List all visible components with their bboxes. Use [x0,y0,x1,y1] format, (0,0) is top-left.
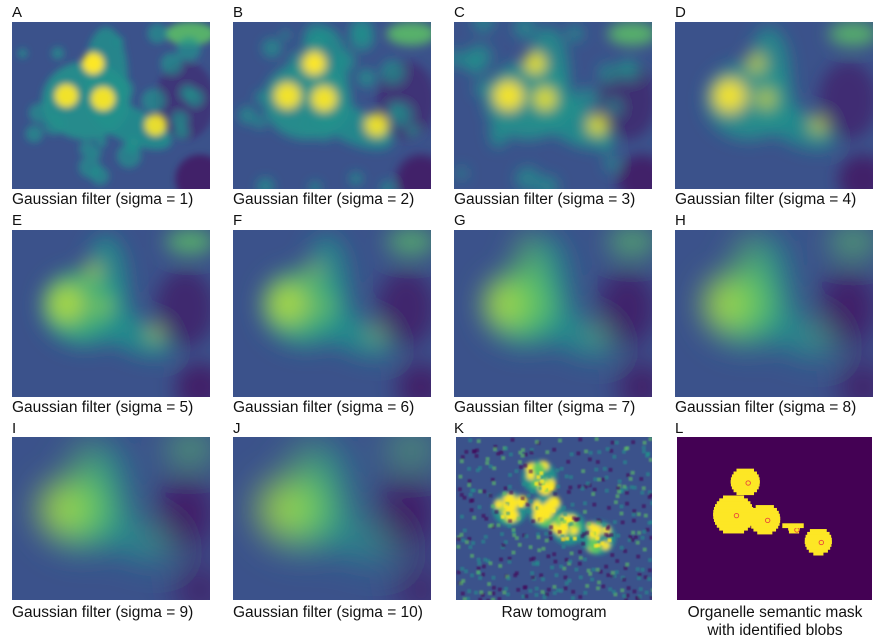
semantic-mask-image [677,437,872,600]
gaussian-image-sigma-9 [12,437,210,600]
panel-letter: G [454,212,466,229]
panel-letter: I [12,420,17,437]
panel-caption-line-1: Organelle semantic mask [687,604,863,621]
gaussian-image-sigma-3 [454,22,652,189]
gaussian-image-sigma-6 [233,230,431,397]
panel-caption: Gaussian filter (sigma = 5) [12,399,194,416]
panel-caption: Gaussian filter (sigma = 1) [12,191,194,208]
panel-caption: Gaussian filter (sigma = 3) [454,191,636,208]
panel-letter: D [675,4,686,21]
panel-caption: Gaussian filter (sigma = 7) [454,399,636,416]
panel-letter: A [12,4,23,21]
gaussian-image-sigma-4 [675,22,873,189]
gaussian-image-sigma-10 [233,437,431,600]
panel-letter: F [233,212,243,229]
gaussian-image-sigma-2 [233,22,431,189]
panel-letter: B [233,4,244,21]
gaussian-image-sigma-5 [12,230,210,397]
panel-caption: Gaussian filter (sigma = 6) [233,399,415,416]
gaussian-image-sigma-8 [675,230,873,397]
panel-letter: J [233,420,241,437]
gaussian-image-sigma-1 [12,22,210,189]
panel-caption: Gaussian filter (sigma = 2) [233,191,415,208]
panel-caption: Gaussian filter (sigma = 8) [675,399,857,416]
panel-caption-line-2: with identified blobs [707,622,843,639]
panel-caption: Raw tomogram [501,604,607,621]
panel-letter: C [454,4,465,21]
gaussian-image-sigma-7 [454,230,652,397]
panel-letter: K [454,420,465,437]
panel-caption: Gaussian filter (sigma = 9) [12,604,194,621]
raw-tomogram-image [456,437,652,600]
panel-caption: Gaussian filter (sigma = 10) [233,604,423,621]
panel-letter: H [675,212,686,229]
panel-letter: L [675,420,684,437]
panel-caption: Gaussian filter (sigma = 4) [675,191,857,208]
panel-letter: E [12,212,23,229]
